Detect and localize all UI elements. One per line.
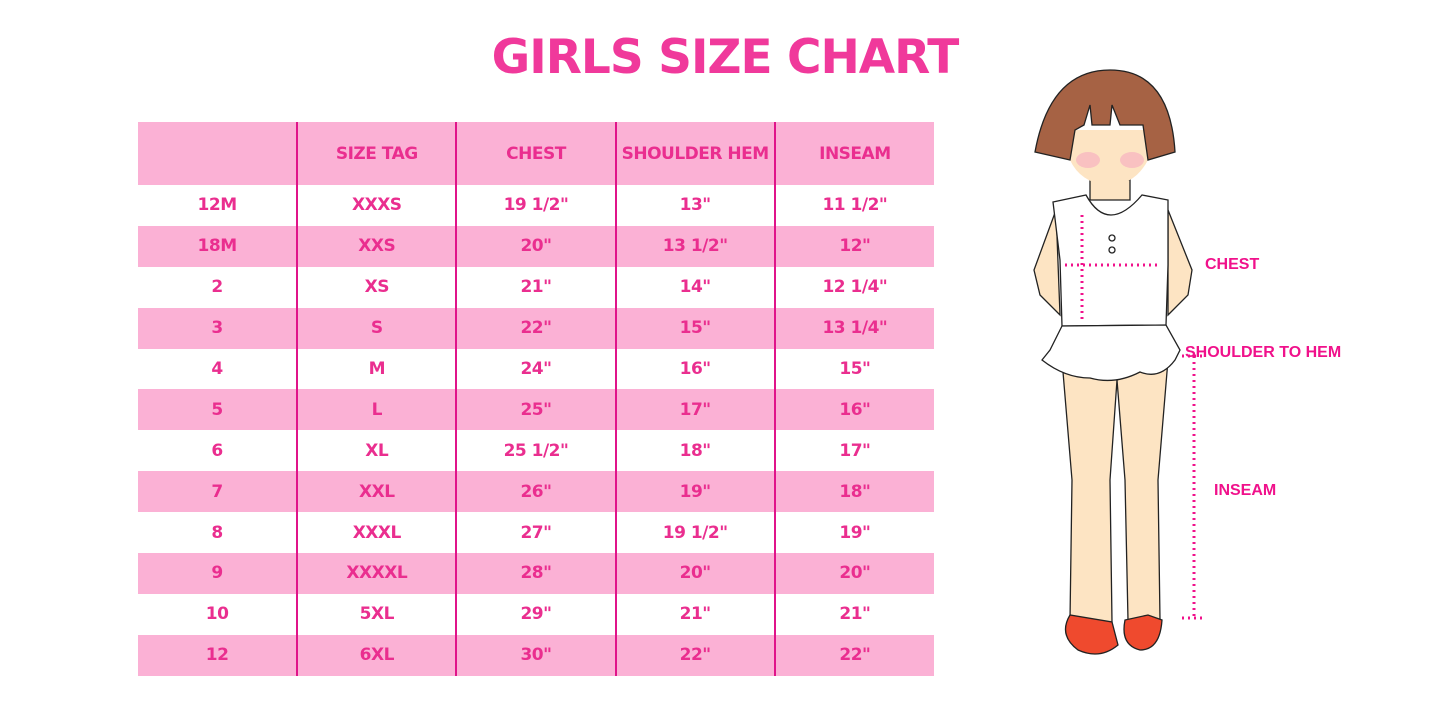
table-cell: 6 xyxy=(211,440,223,461)
table-cell: 12 xyxy=(138,634,298,676)
girl-figure-icon xyxy=(1033,69,1202,655)
table-cell: 22" xyxy=(773,634,934,676)
table-cell: XXXXL xyxy=(296,553,457,594)
table-row: 3 S 22" 15" 13 1/4" xyxy=(138,307,934,349)
table-cell: XL xyxy=(296,430,457,472)
table-cell: 22" xyxy=(455,307,616,349)
table-cell: XXXL xyxy=(296,512,457,554)
table-cell: 15" xyxy=(773,348,934,390)
table-cell: XS xyxy=(296,266,457,308)
table-cell: L xyxy=(296,389,457,431)
table-cell: 12M xyxy=(197,195,238,216)
table-cell: XXL xyxy=(296,471,457,513)
table-cell: 10 xyxy=(205,604,229,625)
table-cell: 24" xyxy=(455,348,616,390)
size-chart-table: SIZE TAG CHEST SHOULDER HEM INSEAM 12M XXXS 1… xyxy=(138,122,934,676)
table-cell: 19" xyxy=(773,512,934,554)
table-cell: 13 1/2" xyxy=(614,225,775,267)
table-cell: 25 1/2" xyxy=(455,430,616,472)
table-cell: 9 xyxy=(138,553,298,594)
table-cell: 16" xyxy=(773,389,934,431)
table-cell: 14" xyxy=(614,266,775,308)
table-header-row: SIZE TAG CHEST SHOULDER HEM INSEAM xyxy=(138,122,934,185)
table-cell: XXXS xyxy=(296,185,457,226)
column-header: SIZE TAG xyxy=(296,122,457,185)
table-cell: 19" xyxy=(614,471,775,513)
table-cell: 12" xyxy=(773,225,934,267)
table-cell: 7 xyxy=(138,471,298,513)
table-row: 6 XL 25 1/2" 18" 17" xyxy=(138,430,934,472)
table-cell: 15" xyxy=(614,307,775,349)
table-row: 12M XXXS 19 1/2" 13" 11 1/2" xyxy=(138,185,934,226)
table-cell: 26" xyxy=(455,471,616,513)
column-header xyxy=(138,122,298,185)
table-cell: 8 xyxy=(211,522,223,543)
table-cell: 13" xyxy=(614,185,775,226)
shoulder-to-hem-label: SHOULDER TO HEM xyxy=(1185,344,1342,361)
table-cell: 19 1/2" xyxy=(614,512,775,554)
table-cell: 27" xyxy=(455,512,616,554)
table-cell: 17" xyxy=(614,389,775,431)
table-cell: 5 xyxy=(138,389,298,431)
chest-label: CHEST xyxy=(1205,256,1260,273)
table-cell: S xyxy=(296,307,457,349)
table-cell: XXS xyxy=(296,225,457,267)
table-row: 8 XXXL 27" 19 1/2" 19" xyxy=(138,512,934,554)
table-cell: 28" xyxy=(455,553,616,594)
table-cell: 12 1/4" xyxy=(773,266,934,308)
table-cell: 21" xyxy=(614,593,775,635)
column-header: SHOULDER HEM xyxy=(614,122,775,185)
table-cell: 30" xyxy=(455,634,616,676)
girl-measurement-illustration: CHEST SHOULDER TO HEM INSEAM xyxy=(1020,60,1380,674)
table-cell: 3 xyxy=(138,307,298,349)
table-cell: 13 1/4" xyxy=(773,307,934,349)
table-cell: 4 xyxy=(211,359,223,379)
table-row: 2 XS 21" 14" 12 1/4" xyxy=(138,266,934,308)
column-header: INSEAM xyxy=(773,122,934,185)
table-row: 18M XXS 20" 13 1/2" 12" xyxy=(138,225,934,267)
table-cell: 5XL xyxy=(296,593,457,635)
table-cell: 16" xyxy=(614,348,775,390)
table-row: 9 XXXXL 28" 20" 20" xyxy=(138,553,934,594)
table-cell: 11 1/2" xyxy=(773,185,934,226)
table-row: 4 M 24" 16" 15" xyxy=(138,348,934,390)
table-row: 12 6XL 30" 22" 22" xyxy=(138,634,934,676)
table-cell: 18M xyxy=(138,225,298,267)
page-title: GIRLS SIZE CHART xyxy=(491,30,960,85)
table-cell: 17" xyxy=(773,430,934,472)
table-cell: 19 1/2" xyxy=(455,185,616,226)
column-header: CHEST xyxy=(455,122,616,185)
table-cell: 20" xyxy=(614,553,775,594)
table-cell: 21" xyxy=(773,593,934,635)
table-cell: 18" xyxy=(614,430,775,472)
table-cell: 2 xyxy=(211,277,223,298)
table-cell: 6XL xyxy=(296,634,457,676)
table-row: 5 L 25" 17" 16" xyxy=(138,389,934,431)
table-cell: 20" xyxy=(455,225,616,267)
table-cell: M xyxy=(296,348,457,390)
inseam-label: INSEAM xyxy=(1214,482,1277,499)
table-cell: 18" xyxy=(773,471,934,513)
table-cell: 20" xyxy=(773,553,934,594)
table-cell: 25" xyxy=(455,389,616,431)
table-row: 7 XXL 26" 19" 18" xyxy=(138,471,934,513)
table-cell: 29" xyxy=(455,593,616,635)
table-row: 10 5XL 29" 21" 21" xyxy=(138,593,934,635)
table-cell: 22" xyxy=(614,634,775,676)
table-cell: 21" xyxy=(455,266,616,308)
